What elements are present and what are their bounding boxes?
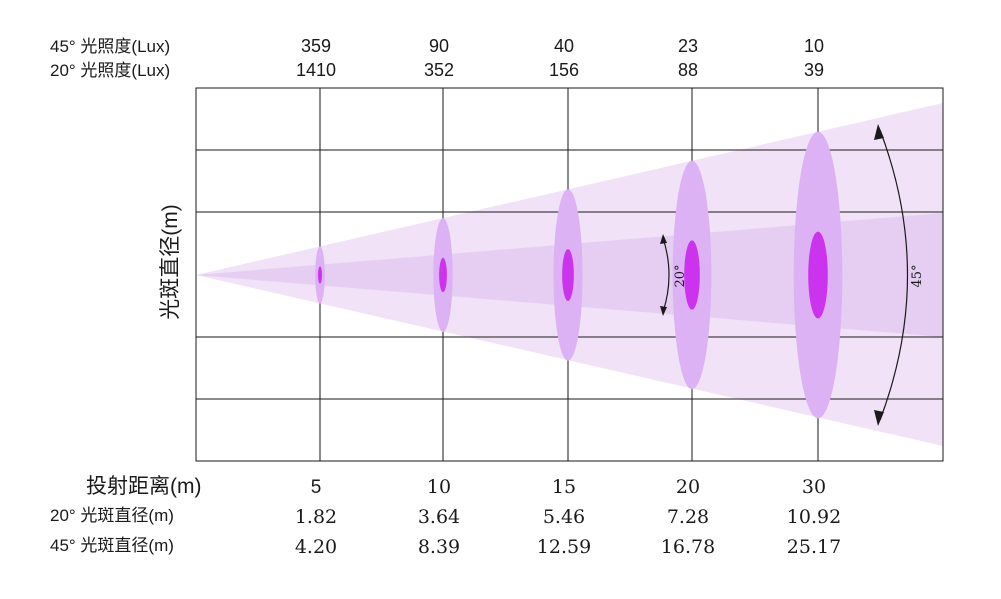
value-table: 359 1410 5 1.82 4.20 90 352 10 3.64 8.39 40 156 15 5.… [295, 36, 841, 558]
angle-45-marker: 45° [874, 124, 925, 426]
dia20-value: 1.82 [295, 506, 337, 528]
lux45-value: 359 [301, 36, 331, 56]
angle-45-label: 45° [910, 264, 925, 287]
lux20-value: 156 [549, 60, 579, 80]
angle-20-arrow-top [660, 234, 667, 244]
dia20-value: 10.92 [787, 506, 841, 528]
narrow-spot [684, 240, 700, 310]
angle-20-arc [662, 237, 670, 313]
angle-20-arrow-bottom [660, 306, 667, 316]
light-spots [315, 131, 843, 419]
dia45-value: 12.59 [537, 536, 591, 558]
lux45-value: 90 [429, 36, 449, 56]
dia45-value: 8.39 [418, 536, 460, 558]
distance-value: 10 [427, 476, 451, 498]
narrow-spot [439, 257, 447, 293]
distance-value: 20 [676, 476, 700, 498]
angle-45-arc [879, 129, 909, 421]
lux20-value: 1410 [296, 60, 336, 80]
dia20-value: 7.28 [667, 506, 709, 528]
lux45-value: 40 [554, 36, 574, 56]
lux45-value: 10 [804, 36, 824, 56]
dia45-value: 4.20 [295, 536, 337, 558]
lux20-value: 352 [424, 60, 454, 80]
narrow-spot [808, 231, 828, 319]
dia20-row-label: 20° 光斑直径(m) [50, 506, 174, 525]
dia20-value: 5.46 [543, 506, 585, 528]
angle-20-label: 20° [673, 264, 688, 287]
dia45-value: 25.17 [787, 536, 841, 558]
grid-frame [195, 87, 944, 462]
narrow-spot [562, 249, 574, 301]
angle-45-arrow-top [874, 124, 884, 140]
distance-row-label: 投射距离(m) [86, 475, 201, 498]
distance-value: 30 [802, 476, 826, 498]
lux20-row-label: 20° 光照度(Lux) [50, 61, 170, 80]
angle-45-arrow-bottom [874, 410, 884, 426]
dia20-value: 3.64 [418, 506, 460, 528]
distance-value: 15 [552, 476, 576, 498]
angle-20-marker: 20° [660, 234, 688, 316]
lux45-row-label: 45° 光照度(Lux) [50, 37, 170, 56]
lux20-value: 88 [678, 60, 698, 80]
y-axis-title: 光斑直径(m) [159, 204, 182, 319]
distance-value: 5 [311, 477, 322, 498]
lux20-value: 39 [804, 60, 824, 80]
lux45-value: 23 [678, 36, 698, 56]
narrow-spot [318, 266, 322, 284]
dia45-row-label: 45° 光斑直径(m) [50, 536, 174, 555]
dia45-value: 16.78 [661, 536, 715, 558]
